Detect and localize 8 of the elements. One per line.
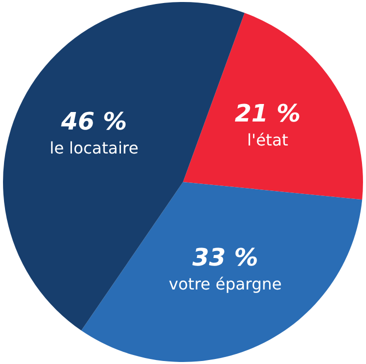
- data-label: 46 %: [60, 107, 127, 136]
- pie-slice: [183, 12, 363, 200]
- pie-slice: [81, 182, 362, 362]
- data-label: 33 %: [192, 244, 258, 272]
- slice-label: le locataire: [50, 138, 138, 158]
- slice-label: votre épargne: [168, 274, 282, 294]
- slice-label: l'état: [247, 130, 288, 150]
- data-label: 21 %: [234, 100, 301, 128]
